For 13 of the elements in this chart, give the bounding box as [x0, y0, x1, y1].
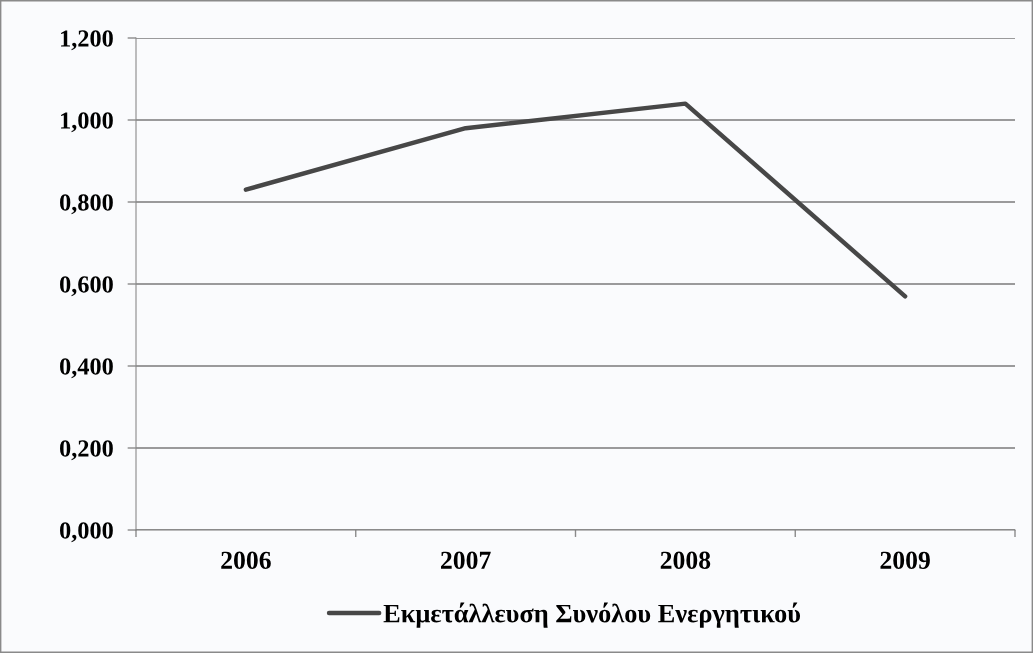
y-tick-label: 0,200	[60, 440, 113, 461]
x-tick-label: 2007	[441, 551, 491, 569]
y-tick-label: 0,600	[60, 276, 113, 297]
y-tick-label: 1,000	[61, 112, 113, 133]
y-tick-label: 0,000	[60, 522, 113, 543]
y-tick-label: 0,400	[60, 358, 113, 379]
x-tick-label: 2008	[660, 551, 711, 569]
y-tick-label: 1,200	[61, 30, 113, 51]
line-series	[243, 101, 908, 299]
x-tick-label: 2009	[880, 551, 930, 569]
y-tick-label: 0,800	[60, 194, 113, 215]
legend-label: Εκμετάλλευση Συνόλου Ενεργητικού	[383, 602, 801, 628]
x-tick-label: 2006	[221, 551, 271, 569]
